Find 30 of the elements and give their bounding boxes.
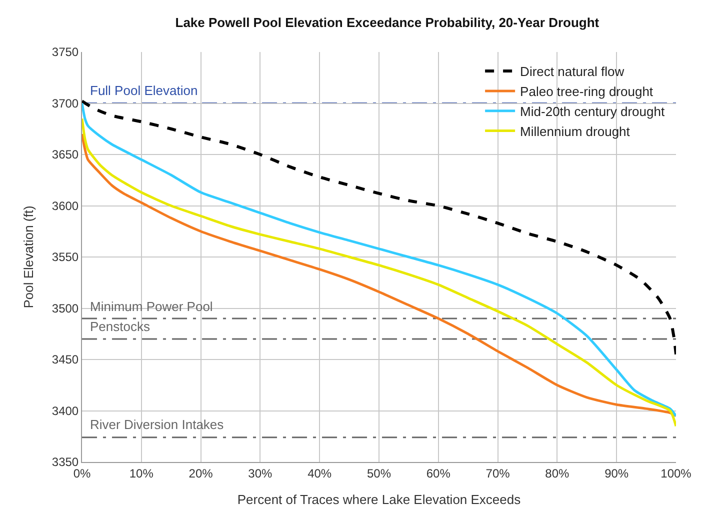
legend-label: Millennium drought bbox=[520, 124, 630, 139]
y-tick-label: 3600 bbox=[52, 198, 79, 213]
x-tick-label: 50% bbox=[366, 466, 392, 480]
x-tick-label: 80% bbox=[545, 466, 570, 480]
legend-label: Direct natural flow bbox=[520, 64, 625, 80]
x-tick-label: 30% bbox=[248, 466, 273, 480]
x-tick-label: 60% bbox=[426, 466, 451, 480]
ref-line-label: Full Pool Elevation bbox=[90, 83, 198, 98]
y-tick-label: 3450 bbox=[52, 352, 79, 367]
x-tick-label: 40% bbox=[308, 466, 332, 480]
y-tick-label: 3750 bbox=[52, 45, 79, 60]
y-tick-label: 3400 bbox=[52, 404, 79, 418]
legend-label: Paleo tree-ring drought bbox=[520, 84, 654, 100]
x-tick-label: 100% bbox=[660, 466, 692, 480]
y-tick-label: 3700 bbox=[52, 96, 79, 110]
y-axis-title: Pool Elevation (ft) bbox=[20, 206, 36, 308]
y-tick-label: 3500 bbox=[52, 301, 79, 316]
ref-line-label: River Diversion Intakes bbox=[90, 417, 224, 432]
legend-label: Mid-20th century drought bbox=[520, 104, 665, 119]
chart-title: Lake Powell Pool Elevation Exceedance Probability, 20-Year Drought bbox=[175, 15, 600, 30]
x-tick-label: 90% bbox=[604, 466, 629, 480]
line-series bbox=[82, 100, 676, 356]
ref-line-label: Penstocks bbox=[90, 319, 150, 334]
x-tick-label: 10% bbox=[129, 466, 154, 480]
ref-line-label: Minimum Power Pool bbox=[90, 299, 213, 314]
x-axis-title: Percent of Traces where Lake Elevation Exceeds bbox=[237, 492, 522, 507]
x-tick-label: 20% bbox=[188, 466, 214, 480]
y-tick-label: 3550 bbox=[52, 250, 79, 264]
y-tick-label: 3650 bbox=[52, 148, 79, 162]
x-tick-label: 70% bbox=[486, 466, 510, 480]
